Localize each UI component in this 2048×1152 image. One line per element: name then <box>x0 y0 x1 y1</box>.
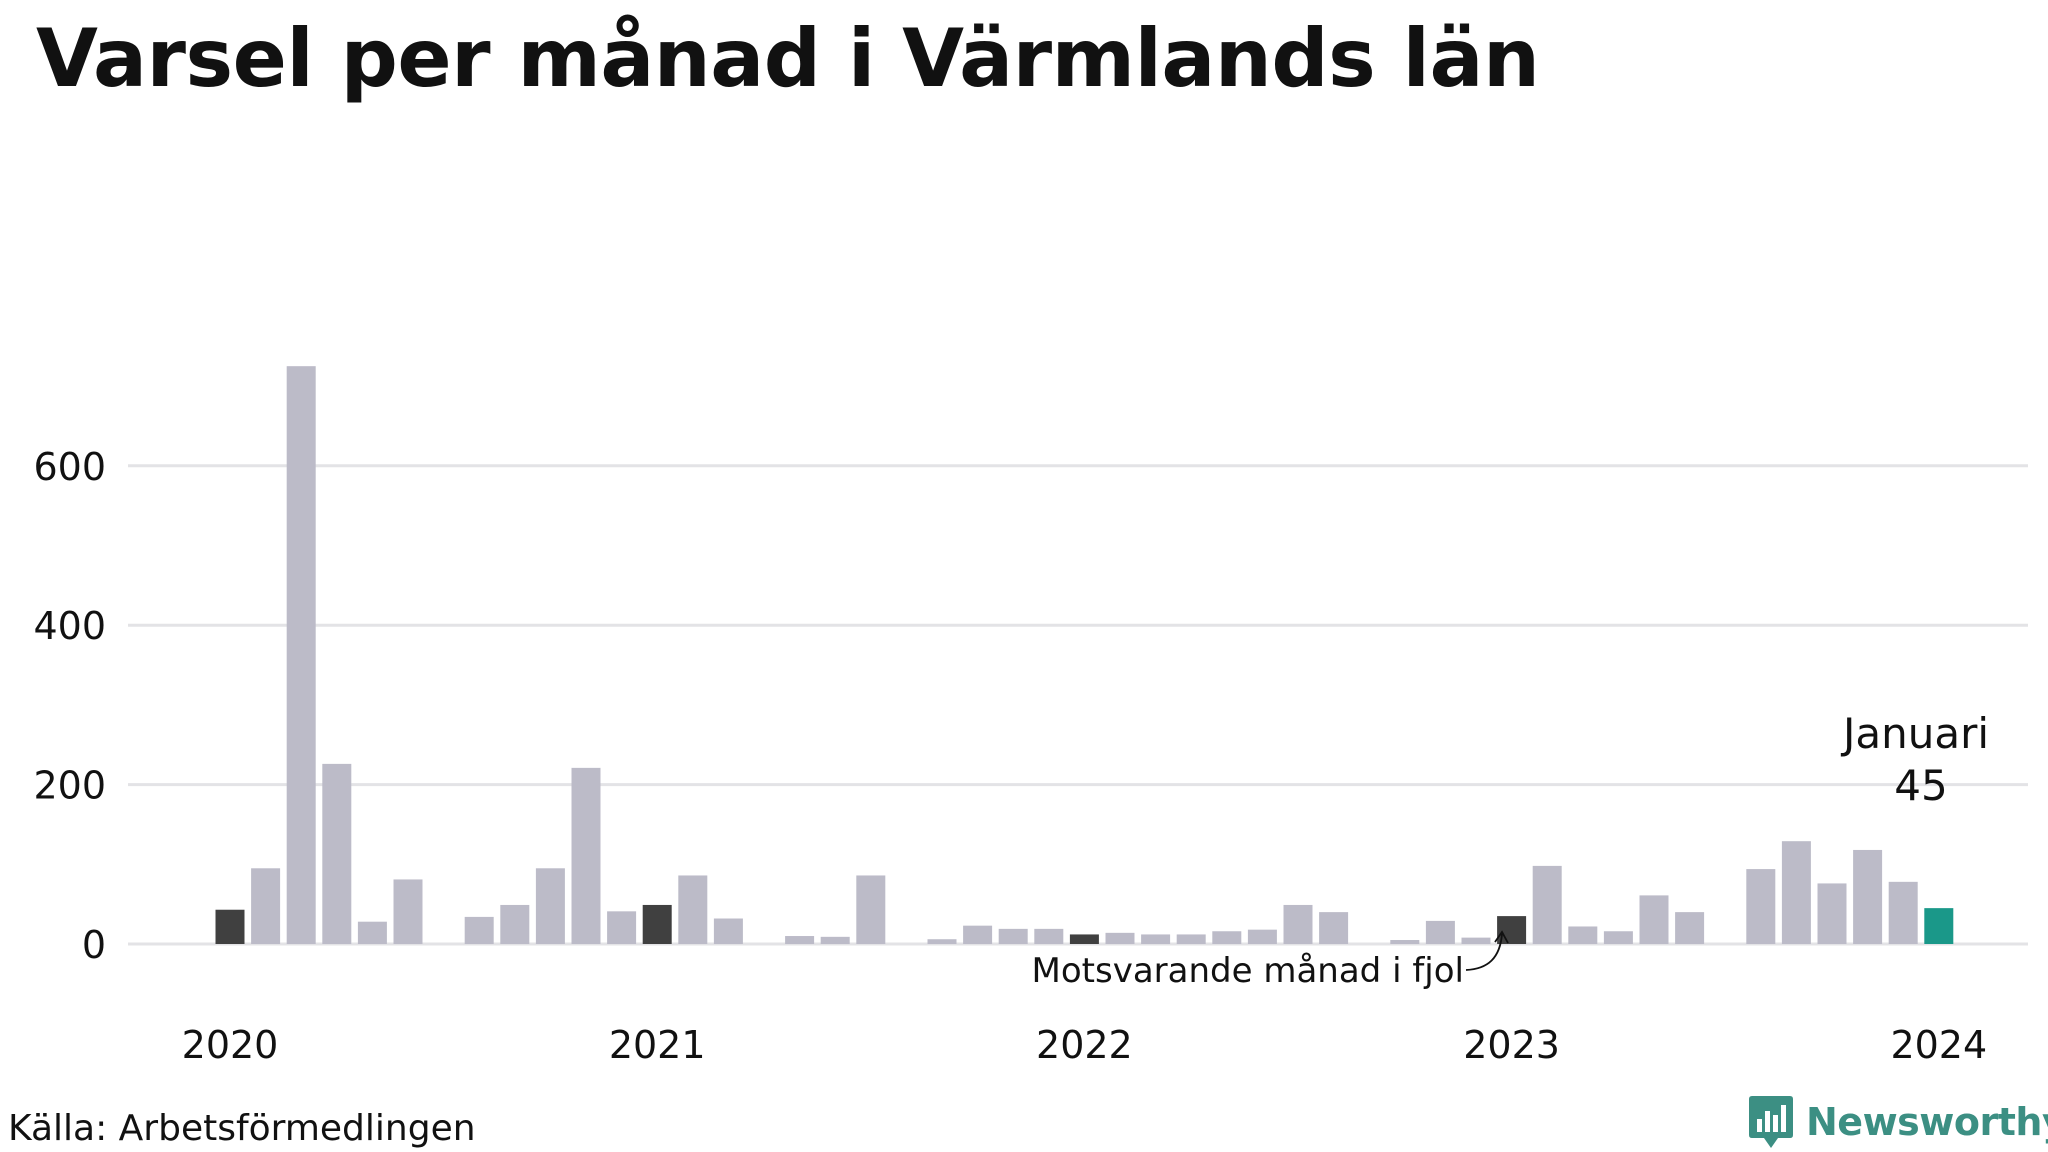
bar <box>1817 883 1847 944</box>
bar <box>1425 920 1455 944</box>
newsworthy-brand: Newsworthy <box>1748 1094 2048 1150</box>
bar <box>1283 904 1313 944</box>
bar <box>856 875 886 944</box>
bar <box>820 936 850 944</box>
bar <box>1212 931 1242 944</box>
bar <box>1853 849 1883 944</box>
bar-chart: 0 200 400 600 2020 2021 2022 2023 2024 Januari … <box>33 366 2028 1067</box>
y-tick-label: 400 <box>33 604 106 648</box>
newsworthy-logo-icon <box>1749 1096 1793 1148</box>
x-tick-label: 2021 <box>609 1023 706 1067</box>
bar <box>322 763 352 944</box>
current-month-label: Januari <box>1840 709 1989 758</box>
bar <box>215 909 245 944</box>
bar <box>713 918 743 944</box>
x-tick-label: 2022 <box>1036 1023 1133 1067</box>
y-tick-label: 600 <box>33 445 106 489</box>
brand-name: Newsworthy <box>1806 1100 2048 1144</box>
bar <box>1176 934 1206 944</box>
bar <box>464 916 494 944</box>
bar <box>1603 931 1633 944</box>
bar <box>286 366 316 944</box>
bar <box>785 936 815 944</box>
bar <box>1247 929 1277 944</box>
bar <box>357 921 387 944</box>
bar <box>500 904 530 944</box>
chart-title: Varsel per månad i Värmlands län <box>36 12 1540 105</box>
bar <box>251 868 281 944</box>
bars <box>215 366 1954 944</box>
bar <box>1390 940 1420 944</box>
x-tick-label: 2023 <box>1463 1023 1560 1067</box>
y-axis-ticks: 0 200 400 600 <box>33 445 106 967</box>
same-month-note: Motsvarande månad i fjol <box>1032 951 1464 991</box>
bar <box>1924 908 1954 944</box>
bar <box>1461 937 1491 944</box>
bar <box>1639 895 1669 944</box>
bar <box>607 911 637 944</box>
x-tick-label: 2020 <box>182 1023 279 1067</box>
same-month-arrow <box>1465 933 1503 971</box>
bar <box>1069 934 1099 944</box>
source-note: Källa: Arbetsförmedlingen <box>8 1108 476 1149</box>
bar <box>1532 865 1562 944</box>
y-tick-label: 0 <box>82 923 106 967</box>
bar <box>393 879 423 944</box>
bar <box>1319 912 1349 944</box>
bar <box>571 767 601 944</box>
bar <box>1141 934 1171 944</box>
same-month-arrowhead <box>1494 930 1509 944</box>
bar <box>927 939 957 944</box>
gridlines <box>128 464 2028 946</box>
bar <box>678 875 708 944</box>
bar <box>1675 912 1705 944</box>
bar <box>1888 881 1918 944</box>
bar <box>1034 928 1064 944</box>
bar <box>642 904 672 944</box>
bar <box>1568 926 1598 944</box>
bar <box>998 928 1028 944</box>
y-tick-label: 200 <box>33 764 106 808</box>
x-tick-label: 2024 <box>1890 1023 1987 1067</box>
current-value-label: 45 <box>1894 761 1947 810</box>
bar <box>1105 932 1135 944</box>
x-axis-ticks: 2020 2021 2022 2023 2024 <box>182 1023 1988 1067</box>
bar <box>1781 841 1811 944</box>
annotations: Januari 45 Motsvarande månad i fjol <box>1032 709 1989 991</box>
bar <box>963 925 993 944</box>
bar <box>1746 869 1776 944</box>
bar <box>535 868 565 944</box>
